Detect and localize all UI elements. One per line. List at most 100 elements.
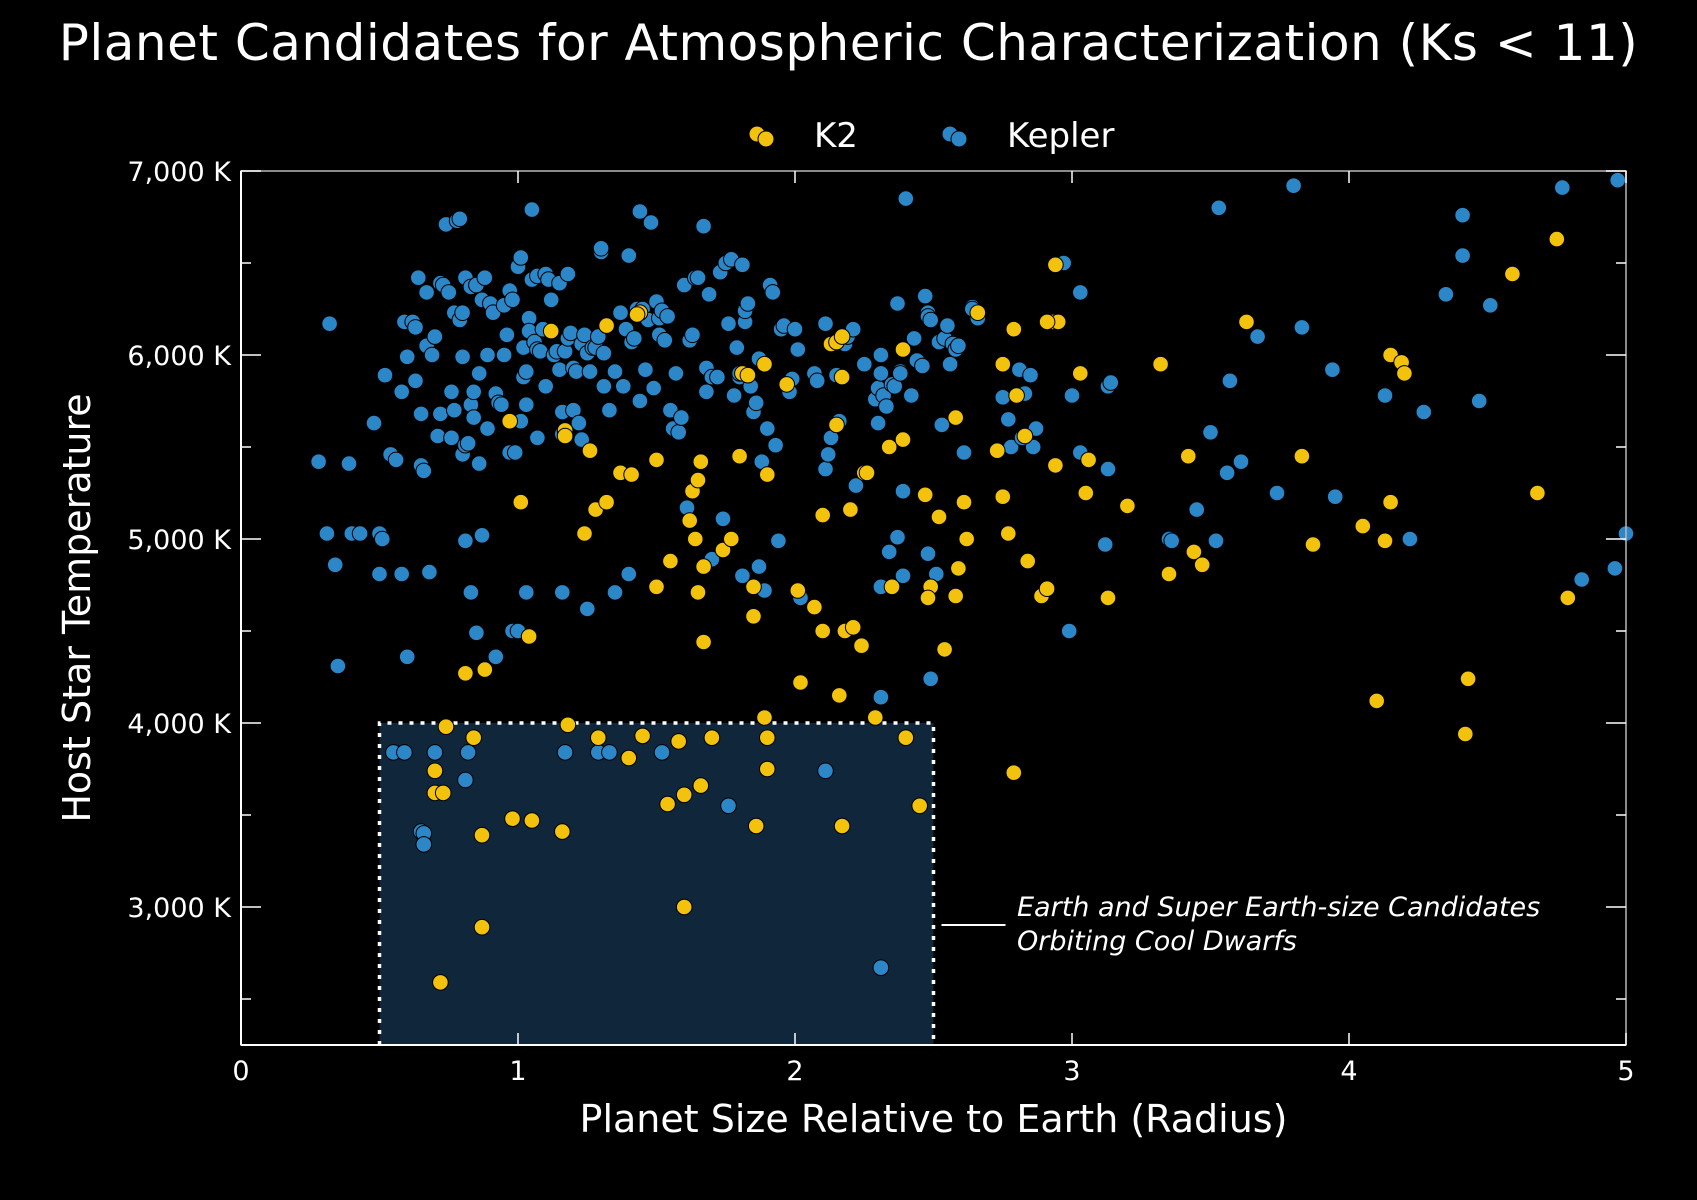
data-point-k2 bbox=[523, 812, 541, 829]
data-point-kepler bbox=[1232, 453, 1250, 471]
data-point-k2 bbox=[1354, 517, 1372, 535]
data-point-kepler bbox=[720, 797, 737, 815]
data-point-kepler bbox=[667, 365, 685, 382]
data-point-k2 bbox=[1005, 764, 1023, 782]
data-point-k2 bbox=[542, 322, 560, 340]
data-point-kepler bbox=[653, 744, 671, 761]
legend-label-k2: K2 bbox=[814, 116, 858, 156]
data-point-kepler bbox=[747, 394, 765, 412]
data-point-kepler bbox=[310, 453, 327, 471]
data-point-kepler bbox=[432, 405, 449, 423]
data-point-k2 bbox=[950, 560, 967, 577]
data-point-kepler bbox=[659, 308, 676, 325]
data-point-kepler bbox=[468, 624, 485, 642]
data-point-kepler bbox=[872, 365, 890, 382]
data-point-kepler bbox=[365, 414, 383, 432]
data-point-k2 bbox=[916, 486, 934, 504]
data-point-kepler bbox=[872, 346, 890, 364]
data-point-kepler bbox=[817, 762, 834, 780]
data-point-kepler bbox=[407, 372, 424, 390]
data-point-kepler bbox=[542, 291, 560, 309]
data-point-kepler bbox=[1437, 286, 1455, 303]
data-point-kepler bbox=[1072, 284, 1089, 301]
data-point-k2 bbox=[1293, 447, 1311, 465]
data-point-kepler bbox=[321, 315, 338, 333]
data-point-k2 bbox=[1160, 565, 1178, 583]
data-point-k2 bbox=[434, 784, 452, 802]
data-point-k2 bbox=[1238, 313, 1255, 331]
data-point-kepler bbox=[670, 424, 688, 441]
data-point-kepler bbox=[872, 959, 890, 977]
data-point-kepler bbox=[739, 295, 757, 312]
data-point-kepler bbox=[819, 446, 837, 463]
data-point-k2 bbox=[833, 368, 851, 386]
data-point-kepler bbox=[1609, 171, 1626, 189]
data-point-kepler bbox=[551, 361, 568, 379]
data-point-kepler bbox=[473, 527, 491, 544]
data-point-kepler bbox=[709, 368, 726, 386]
data-point-k2 bbox=[842, 501, 859, 518]
data-point-k2 bbox=[476, 661, 494, 678]
data-point-k2 bbox=[703, 729, 721, 747]
data-point-kepler bbox=[1324, 361, 1341, 379]
x-tick-label: 1 bbox=[509, 1056, 526, 1087]
data-point-k2 bbox=[473, 918, 491, 936]
data-point-kepler bbox=[1000, 411, 1017, 428]
data-point-kepler bbox=[479, 346, 496, 364]
data-point-k2 bbox=[936, 641, 953, 658]
data-point-kepler bbox=[631, 392, 649, 410]
data-point-k2 bbox=[681, 512, 699, 529]
data-point-kepler bbox=[869, 414, 887, 432]
data-point-k2 bbox=[867, 709, 884, 726]
data-point-kepler bbox=[698, 383, 715, 401]
data-point-k2 bbox=[1459, 670, 1477, 688]
data-point-kepler bbox=[684, 326, 701, 344]
data-point-kepler bbox=[601, 401, 618, 419]
data-point-k2 bbox=[675, 786, 693, 804]
annotation-text-line: Earth and Super Earth-size Candidates bbox=[1017, 892, 1540, 923]
data-point-kepler bbox=[398, 348, 416, 366]
legend: K2 Kepler bbox=[748, 116, 1114, 156]
data-point-kepler bbox=[728, 339, 746, 356]
data-point-kepler bbox=[606, 363, 624, 380]
y-tick-label: 3,000 K bbox=[127, 893, 232, 924]
data-point-kepler bbox=[894, 567, 912, 585]
data-point-k2 bbox=[1457, 725, 1474, 743]
data-point-kepler bbox=[725, 387, 743, 404]
data-point-k2 bbox=[1368, 692, 1385, 710]
data-point-k2 bbox=[844, 619, 862, 636]
data-point-kepler bbox=[903, 387, 920, 404]
data-point-kepler bbox=[764, 284, 782, 301]
y-tick-label: 6,000 K bbox=[127, 341, 232, 372]
y-tick-label: 4,000 K bbox=[127, 709, 232, 740]
data-point-kepler bbox=[590, 328, 607, 345]
data-point-kepler bbox=[318, 525, 336, 542]
data-point-k2 bbox=[969, 304, 987, 322]
data-point-kepler bbox=[374, 530, 391, 548]
data-point-kepler bbox=[734, 256, 751, 274]
data-point-kepler bbox=[329, 657, 347, 675]
data-point-kepler bbox=[451, 210, 469, 228]
data-point-kepler bbox=[470, 455, 488, 472]
data-point-kepler bbox=[421, 563, 438, 581]
data-point-kepler bbox=[1063, 387, 1081, 404]
data-point-k2 bbox=[598, 317, 615, 334]
data-point-k2 bbox=[833, 817, 851, 835]
y-tick-label: 5,000 K bbox=[127, 525, 232, 556]
data-point-k2 bbox=[590, 729, 607, 747]
data-point-k2 bbox=[512, 493, 530, 511]
data-point-kepler bbox=[1415, 403, 1433, 421]
data-point-k2 bbox=[947, 587, 965, 605]
data-point-kepler bbox=[1268, 484, 1286, 502]
data-point-kepler bbox=[518, 396, 535, 414]
data-point-k2 bbox=[1548, 230, 1566, 248]
data-point-kepler bbox=[631, 203, 649, 220]
data-point-kepler bbox=[750, 558, 768, 575]
data-point-kepler bbox=[1096, 536, 1114, 553]
data-point-k2 bbox=[759, 729, 776, 747]
data-point-kepler bbox=[415, 836, 433, 853]
data-point-k2 bbox=[789, 582, 807, 599]
data-point-kepler bbox=[1482, 297, 1499, 314]
data-point-kepler bbox=[1376, 387, 1394, 404]
data-point-k2 bbox=[473, 826, 491, 844]
